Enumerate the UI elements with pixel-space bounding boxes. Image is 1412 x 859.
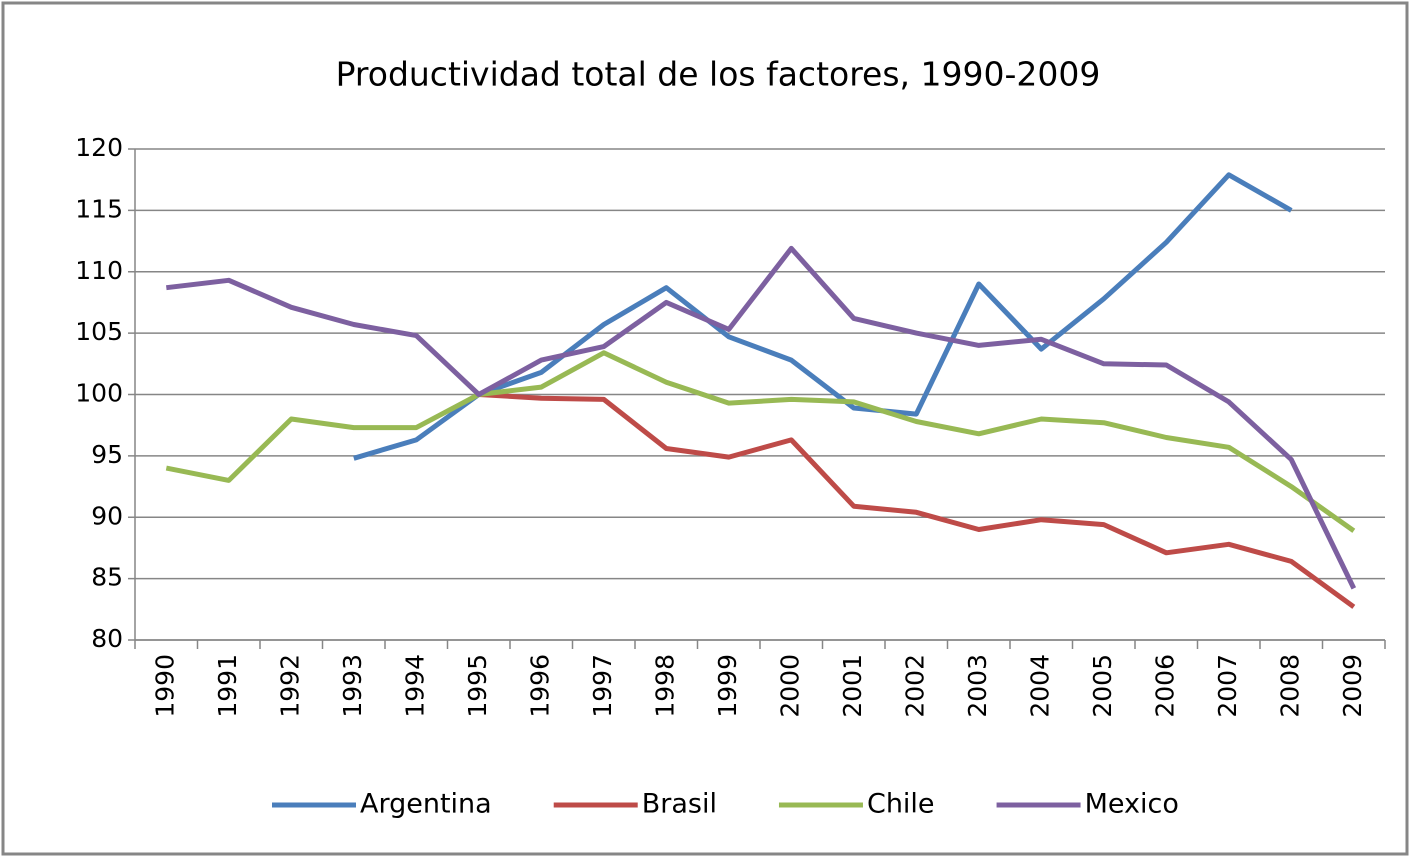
series-line [478,392,1356,609]
y-tick-label: 90 [91,501,123,530]
x-tick-label: 1995 [463,654,492,718]
x-tick-label: 1994 [400,654,429,718]
y-tick-label: 85 [91,563,123,592]
x-tick-label: 2009 [1338,654,1367,718]
x-tick-label: 1997 [588,654,617,718]
series-line [165,350,1356,533]
x-tick-label: 2004 [1025,654,1054,718]
legend-label: Argentina [360,789,492,820]
y-tick-label: 95 [91,440,123,469]
chart-title: Productividad total de los factores, 199… [336,55,1101,94]
legend-label: Mexico [1085,789,1179,820]
x-tick-label: 1990 [150,654,179,718]
x-tick-label: 2000 [775,654,804,718]
legend-label: Brasil [642,789,717,820]
series-line [166,245,1357,590]
x-tick-label: 1992 [275,654,304,718]
x-tick-label: 2003 [963,654,992,718]
series-line [353,172,1293,461]
x-tick-label: 2007 [1213,654,1242,718]
x-tick-label: 2005 [1088,654,1117,718]
x-tick-label: 2006 [1150,654,1179,718]
x-tick-label: 2008 [1275,654,1304,718]
x-tick-label: 1999 [713,654,742,718]
y-tick-label: 105 [75,317,123,346]
legend-label: Chile [867,789,935,820]
y-tick-label: 115 [75,194,123,223]
x-tick-label: 1991 [213,654,242,718]
x-tick-label: 1996 [525,654,554,718]
x-tick-label: 2001 [838,654,867,718]
y-tick-label: 120 [75,133,123,162]
y-tick-label: 80 [91,624,123,653]
x-tick-label: 2002 [900,654,929,718]
y-tick-label: 110 [75,256,123,285]
x-tick-label: 1998 [650,654,679,718]
x-tick-label: 1993 [338,654,367,718]
y-tick-label: 100 [75,379,123,408]
